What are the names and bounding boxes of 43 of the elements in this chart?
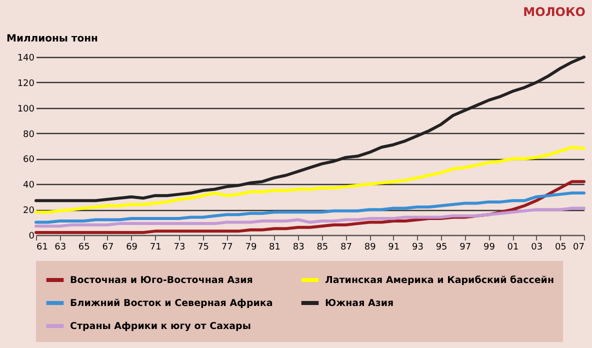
- x-tick-label: 83: [292, 242, 304, 252]
- legend-label: Ближний Восток и Северная Африка: [70, 298, 273, 309]
- legend-label: Страны Африки к югу от Сахары: [70, 321, 251, 332]
- x-tick-label: 81: [269, 242, 280, 252]
- x-tick-label: 07: [573, 242, 584, 252]
- x-tick-label: 79: [245, 242, 257, 252]
- y-tick-label: 140: [17, 54, 35, 64]
- y-tick-label: 80: [23, 130, 35, 140]
- x-tick-label: 89: [364, 242, 376, 252]
- x-tick-label: 77: [221, 242, 233, 252]
- x-tick-label: 71: [150, 242, 162, 252]
- x-tick-label: 01: [507, 242, 519, 252]
- y-tick-label: 60: [23, 155, 35, 166]
- chart-title: МОЛОКО: [523, 5, 586, 19]
- y-tick-label: 120: [17, 78, 35, 89]
- x-tick-label: 93: [412, 242, 424, 252]
- y-tick-label: 40: [23, 180, 35, 191]
- x-tick-label: 91: [388, 242, 400, 252]
- x-tick-label: 99: [483, 242, 496, 252]
- x-tick-label: 95: [436, 242, 448, 252]
- x-tick-label: 63: [54, 242, 66, 252]
- x-tick-label: 87: [340, 242, 352, 252]
- y-axis-title: Миллионы тонн: [6, 34, 98, 44]
- y-tick-label: 20: [23, 206, 35, 216]
- line-series: [34, 146, 586, 214]
- x-tick-label: 03: [531, 242, 543, 252]
- y-tick-label: 0: [28, 232, 35, 242]
- legend-label: Латинская Америка и Карибский бассейн: [325, 275, 554, 286]
- line-series: [34, 192, 586, 224]
- x-tick-label: 65: [78, 242, 90, 252]
- x-tick-label: 61: [36, 242, 48, 252]
- x-tick-label: 73: [174, 242, 186, 252]
- x-tick-label: 85: [316, 242, 328, 252]
- x-tick-label: 97: [460, 242, 472, 252]
- x-tick-label: 67: [102, 242, 114, 252]
- legend-label: Южная Азия: [325, 298, 394, 309]
- line-series: [34, 206, 586, 228]
- x-tick-label: 05: [554, 242, 566, 252]
- x-tick-label: 69: [126, 242, 138, 252]
- legend-label: Восточная и Юго-Восточная Азия: [70, 275, 253, 286]
- line-series: [34, 56, 586, 202]
- x-tick-label: 75: [198, 242, 210, 252]
- y-tick-label: 100: [17, 104, 35, 114]
